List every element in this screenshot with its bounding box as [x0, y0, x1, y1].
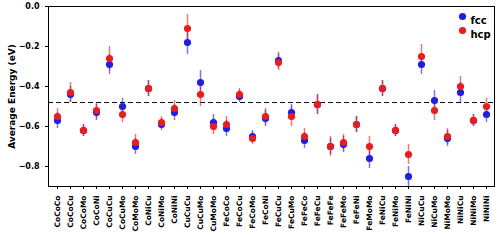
svg-text:CoCoNi: CoCoNi [92, 196, 101, 226]
svg-text:FeFeFe: FeFeFe [326, 196, 335, 226]
svg-text:FeCoMo: FeCoMo [248, 196, 257, 229]
svg-text:FeCuMo: FeCuMo [287, 196, 296, 229]
svg-text:−0.6: −0.6 [19, 122, 40, 131]
svg-text:CoMoMo: CoMoMo [131, 196, 140, 232]
svg-text:NiNiMo: NiNiMo [469, 196, 478, 226]
svg-text:−0.8: −0.8 [19, 162, 40, 171]
svg-text:FeCoNi: FeCoNi [261, 196, 270, 225]
svg-text:FeFeMo: FeFeMo [339, 196, 348, 228]
svg-text:fcc: fcc [471, 15, 487, 26]
svg-text:FeCoCu: FeCoCu [235, 196, 244, 227]
svg-text:FeFeNi: FeFeNi [352, 196, 361, 225]
svg-text:CoCuCu: CoCuCu [105, 196, 114, 228]
svg-text:NiNiCu: NiNiCu [456, 196, 465, 225]
svg-text:CuCuCu: CuCuCu [183, 196, 192, 229]
svg-text:CoCoCo: CoCoCo [53, 196, 62, 228]
svg-text:Average Energy (eV): Average Energy (eV) [7, 44, 17, 149]
svg-text:CoNiCu: CoNiCu [144, 196, 153, 226]
svg-text:NiNiNi: NiNiNi [482, 196, 491, 223]
svg-text:−0.2: −0.2 [19, 42, 40, 51]
svg-text:CoCoMo: CoCoMo [79, 196, 88, 230]
svg-text:CoNiMo: CoNiMo [157, 196, 166, 228]
svg-text:−0.4: −0.4 [19, 82, 40, 91]
svg-text:CuMoMo: CuMoMo [209, 196, 218, 232]
svg-text:CuCuMo: CuCuMo [196, 196, 205, 230]
svg-text:CoNiNi: CoNiNi [170, 196, 179, 224]
svg-text:FeNiCu: FeNiCu [378, 196, 387, 226]
svg-text:NiCuCu: NiCuCu [417, 196, 426, 227]
svg-text:FeNiNi: FeNiNi [404, 196, 413, 224]
svg-text:0.0: 0.0 [25, 2, 40, 11]
svg-text:FeNiMo: FeNiMo [391, 196, 400, 227]
svg-text:hcp: hcp [471, 29, 491, 40]
svg-text:FeMoMo: FeMoMo [365, 196, 374, 231]
svg-text:FeCoCo: FeCoCo [222, 196, 231, 227]
svg-text:FeFeCu: FeFeCu [313, 196, 322, 227]
svg-text:NiMoMo: NiMoMo [443, 196, 452, 230]
svg-text:CoCoCu: CoCoCu [66, 196, 75, 228]
svg-text:FeFeCo: FeFeCo [300, 196, 309, 226]
svg-text:CoCuMo: CoCuMo [118, 196, 127, 230]
svg-text:FeCuCu: FeCuCu [274, 196, 283, 228]
svg-text:NiCuMo: NiCuMo [430, 196, 439, 228]
